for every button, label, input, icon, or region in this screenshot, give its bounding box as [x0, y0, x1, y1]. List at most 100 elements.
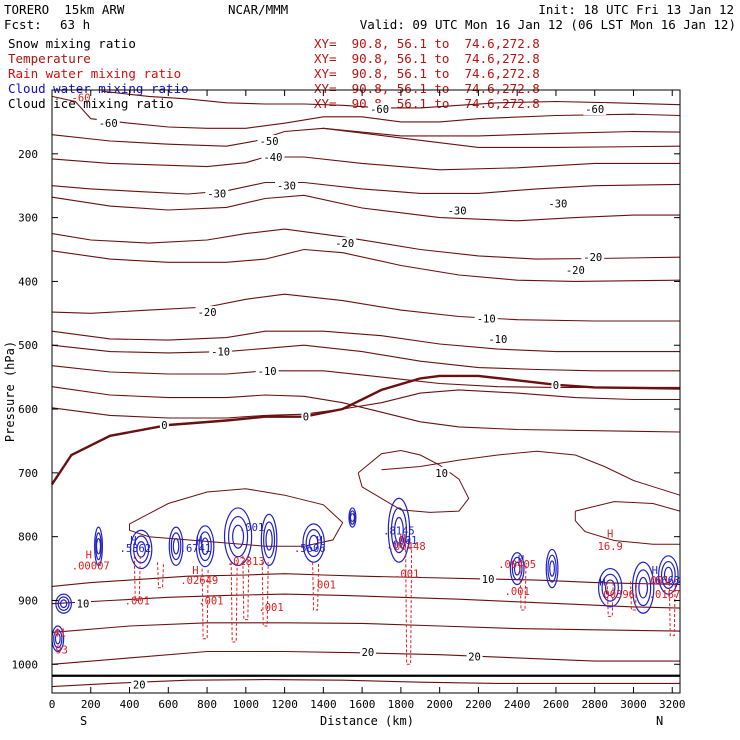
y-tick-label: 600 — [18, 403, 38, 416]
rain-label: .001 — [505, 586, 530, 598]
rain-label: .00007 — [72, 560, 110, 572]
label-knockout — [301, 410, 311, 423]
cloud-water-contour — [54, 633, 61, 645]
cloud-water-contour — [168, 526, 184, 566]
cloud-water-cell — [631, 561, 655, 614]
temperature-label: -60 — [370, 104, 389, 116]
fcst-label: Fcst: — [4, 17, 42, 32]
rain-label: H — [86, 550, 92, 562]
cloud-water-cell — [348, 507, 357, 528]
cloud-water-contour — [129, 529, 153, 570]
temperature-label: -60 — [99, 118, 118, 130]
zero-isotherm — [50, 374, 681, 485]
cloud-water-cell — [55, 593, 72, 614]
label-knockout — [261, 151, 285, 163]
cloud-water-label: H — [196, 535, 202, 547]
label-knockout — [486, 332, 510, 345]
cloud-water-contour — [663, 566, 673, 584]
temperature-contour — [51, 386, 681, 433]
x-tick-label: 2000 — [426, 698, 453, 711]
cloud-water-contour — [348, 507, 357, 528]
cloud-water-label: .001 — [239, 522, 264, 534]
temperature-label: -30 — [277, 181, 296, 193]
cloud-water-cell — [658, 555, 679, 595]
rain-label: .02813 — [227, 556, 265, 568]
rain-shaft — [629, 581, 637, 611]
temperature-label: -10 — [211, 347, 230, 359]
model-title: TORERO 15km ARW — [4, 2, 125, 17]
temperature-label: -20 — [583, 252, 602, 264]
cloud-water-cell — [168, 526, 184, 566]
rain-shaft — [201, 568, 209, 640]
cloud-water-cell — [302, 523, 325, 563]
label-knockout — [205, 187, 229, 200]
rain-label: 16.9 — [598, 541, 623, 553]
temperature-contour — [51, 365, 680, 388]
temperature-label: -40 — [263, 152, 282, 164]
field-name: Snow mixing ratio — [8, 36, 136, 51]
x-tick-label: 2600 — [543, 698, 570, 711]
field-name: Temperature — [8, 51, 91, 66]
temperature-label: -20 — [335, 238, 354, 250]
x-axis-title: Distance (km) — [320, 714, 414, 728]
temperature-label: -10 — [258, 366, 277, 378]
x-tick-label: 3000 — [620, 698, 647, 711]
cloud-water-contour — [509, 552, 525, 586]
rain-shaft — [519, 565, 527, 611]
cloud-water-contour — [232, 524, 245, 549]
rain-shaft — [261, 562, 269, 627]
cloud-water-label: .5362 — [120, 543, 152, 555]
cloud-water-cell — [94, 526, 103, 566]
cloud-water-label: .5606 — [294, 543, 326, 555]
temperature-contour — [51, 622, 681, 633]
label-knockout — [359, 646, 376, 659]
cloud-water-contour — [57, 596, 70, 611]
x-tick-label: 0 — [49, 698, 56, 711]
temperature-contour — [51, 573, 681, 587]
rain-label: .00396 — [597, 589, 635, 601]
field-xy-range: XY= 90.8, 56.1 to 74.6,272.8 — [314, 81, 540, 96]
cloud-water-cell — [260, 513, 278, 566]
x-start-label: S — [80, 714, 88, 728]
cloud-water-contour — [302, 523, 325, 563]
cloud-water-cell — [597, 567, 623, 608]
temperature-label: -20 — [566, 265, 585, 277]
rain-label: .001 — [644, 575, 669, 587]
cloud-water-contour — [635, 569, 652, 607]
temperature-contour — [51, 330, 680, 353]
rain-shaft — [606, 581, 614, 617]
cloud-water-contour — [223, 507, 253, 566]
rain-shaft — [133, 555, 141, 601]
x-tick-label: 1600 — [349, 698, 376, 711]
cloud-water-contour — [511, 556, 523, 581]
cloud-water-label: .6741 — [180, 543, 212, 555]
temperature-contour — [102, 90, 681, 109]
cloud-water-label: .6663 — [649, 575, 681, 587]
cloud-water-contour — [305, 529, 322, 558]
field-xy-range: XY= 90.8, 56.1 to 74.6,272.8 — [314, 66, 540, 81]
rain-label: .02649 — [180, 575, 218, 587]
cloud-water-contour — [260, 513, 278, 566]
cloud-water-contour — [547, 554, 557, 583]
label-knockout — [480, 572, 497, 585]
cloud-water-contour — [604, 579, 616, 596]
label-knockout — [257, 135, 281, 148]
label-knockout — [255, 364, 279, 377]
temperature-label: -20 — [198, 307, 217, 319]
cloud-water-contour — [597, 567, 623, 608]
cloud-water-contour — [170, 532, 182, 561]
rain-shaft — [668, 578, 676, 637]
rain-label: .001 — [311, 580, 336, 592]
temperature-label: -30 — [207, 188, 226, 200]
cloud-water-contour — [387, 497, 411, 563]
y-tick-label: 500 — [18, 339, 38, 352]
x-tick-label: 2200 — [465, 698, 492, 711]
rain-shaft — [157, 562, 165, 589]
rain-shaft — [312, 562, 320, 611]
rain-label: .0187 — [649, 589, 681, 601]
label-knockout — [195, 306, 219, 319]
label-knockout — [583, 103, 607, 116]
cloud-water-contour — [513, 561, 521, 576]
x-tick-label: 1000 — [233, 698, 260, 711]
temperature-contour — [51, 181, 681, 195]
